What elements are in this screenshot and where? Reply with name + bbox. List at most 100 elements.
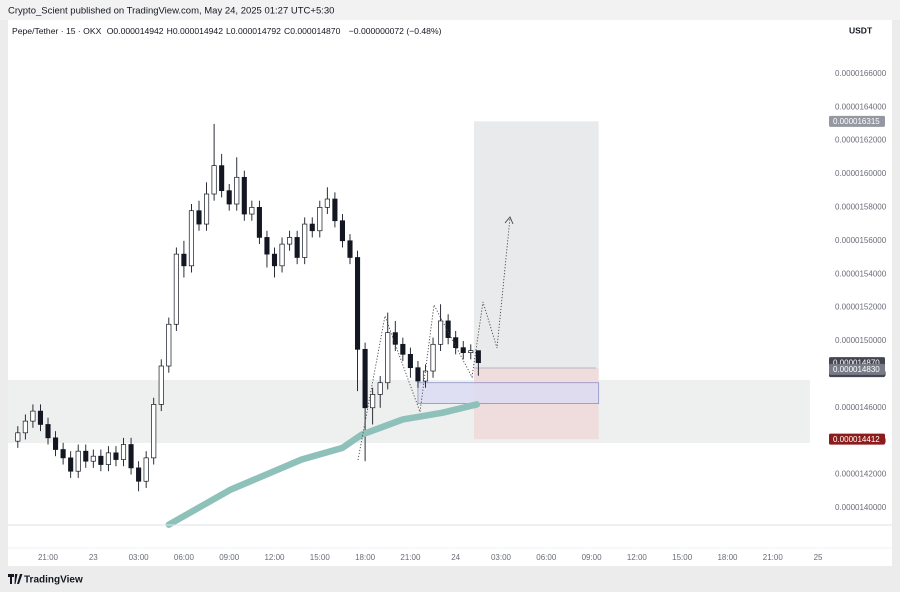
x-tick-label: 12:00 bbox=[627, 553, 648, 562]
price-label: 0.000014830 bbox=[833, 365, 880, 374]
candle-body bbox=[385, 332, 391, 384]
candle-body bbox=[400, 343, 406, 355]
ohlc-key: C bbox=[283, 26, 291, 36]
x-tick-label: 03:00 bbox=[129, 553, 150, 562]
candle-body bbox=[475, 350, 481, 364]
candle-body bbox=[128, 444, 134, 469]
candle-body bbox=[317, 207, 323, 232]
candle-body bbox=[90, 455, 96, 462]
candle-body bbox=[75, 450, 81, 472]
header-text: Crypto_Scient published on TradingView.c… bbox=[8, 6, 334, 17]
candle-body bbox=[98, 455, 104, 465]
candle-body bbox=[143, 457, 149, 482]
x-tick-label: 06:00 bbox=[174, 553, 195, 562]
x-tick-label: 21:00 bbox=[400, 553, 421, 562]
candle-body bbox=[438, 320, 444, 345]
brand: TradingView bbox=[8, 574, 83, 586]
ohlc-key: O bbox=[106, 26, 114, 36]
candle-body bbox=[105, 452, 111, 465]
candle-body bbox=[166, 323, 172, 367]
candle-body bbox=[415, 367, 421, 382]
candle-body bbox=[53, 437, 59, 450]
y-tick-label: 0.0000142000 bbox=[835, 470, 887, 479]
y-tick-label: 0.0000154000 bbox=[835, 269, 887, 278]
candle-body bbox=[279, 243, 285, 267]
y-tick-label: 0.0000164000 bbox=[835, 102, 887, 111]
y-tick-label: 0.0000156000 bbox=[835, 236, 887, 245]
brand-text: TradingView bbox=[24, 575, 83, 586]
x-tick-label: 15:00 bbox=[672, 553, 693, 562]
candles bbox=[15, 123, 481, 492]
moving-average bbox=[165, 401, 481, 528]
legend: Pepe/Tether · 15 · OKX O0.000014942 H0.00… bbox=[12, 26, 444, 36]
projection-arrow bbox=[504, 216, 514, 225]
zone bbox=[417, 382, 600, 404]
candle-body bbox=[271, 253, 278, 267]
y-tick-label: 0.0000146000 bbox=[835, 403, 887, 412]
candle-body bbox=[83, 450, 89, 462]
candle-body bbox=[22, 420, 28, 434]
candle-body bbox=[204, 193, 210, 225]
x-tick-label: 21:00 bbox=[38, 553, 59, 562]
price-label-box bbox=[829, 115, 885, 127]
x-tick-label: 06:00 bbox=[536, 553, 557, 562]
brand-logo bbox=[8, 574, 23, 584]
x-tick-label: 09:00 bbox=[219, 553, 240, 562]
ohlc: O0.000014942 H0.000014942 L0.000014792 C0.0… bbox=[107, 26, 344, 36]
candle-body bbox=[309, 223, 315, 232]
candle-body bbox=[120, 444, 127, 460]
candle-body bbox=[15, 432, 21, 442]
candle-body bbox=[453, 337, 459, 348]
x-tick-label: 23 bbox=[89, 553, 98, 562]
y-tick-label: 0.0000152000 bbox=[835, 303, 887, 312]
x-tick-label: 18:00 bbox=[355, 553, 376, 562]
candle-body bbox=[113, 452, 119, 460]
overlay bbox=[165, 401, 481, 528]
x-tick-label: 24 bbox=[451, 553, 460, 562]
ohlc-value: 0.000014870 bbox=[290, 26, 341, 36]
zone bbox=[473, 121, 599, 368]
y-tick-label: 0.0000140000 bbox=[835, 503, 887, 512]
zones bbox=[8, 121, 810, 444]
zone bbox=[8, 380, 810, 444]
candle-body bbox=[407, 353, 413, 369]
candle-body bbox=[211, 165, 217, 195]
price-label: 0.000016315 bbox=[833, 117, 880, 126]
candle-body bbox=[468, 350, 474, 354]
candle-body bbox=[37, 410, 44, 425]
candle-body bbox=[196, 210, 202, 225]
price-label: 0.000014870 bbox=[833, 358, 880, 367]
candle-body bbox=[445, 320, 451, 338]
x-tick-label: 03:00 bbox=[491, 553, 512, 562]
y-tick-label: 0.0000162000 bbox=[835, 136, 887, 145]
candle-body bbox=[377, 382, 383, 395]
candle-body bbox=[362, 348, 368, 409]
candle-body bbox=[422, 370, 429, 382]
candle-body bbox=[158, 365, 164, 405]
candle-body bbox=[151, 404, 157, 459]
price-label-box bbox=[829, 433, 885, 445]
candle-body bbox=[226, 190, 232, 205]
candle-body bbox=[219, 165, 225, 192]
price-label-box bbox=[829, 363, 885, 375]
y-tick-label: 0.0000158000 bbox=[835, 202, 887, 211]
candle-body bbox=[173, 253, 179, 325]
x-tick-label: 09:00 bbox=[582, 553, 603, 562]
candle-body bbox=[249, 207, 255, 215]
candle-body bbox=[370, 394, 376, 409]
candle-body bbox=[324, 198, 330, 208]
x-tick-label: 21:00 bbox=[763, 553, 784, 562]
candle-body bbox=[30, 410, 36, 422]
candle-body bbox=[332, 198, 338, 222]
candle-body bbox=[234, 176, 240, 205]
candle-body bbox=[460, 347, 466, 354]
ohlc-value: 0.000014942 bbox=[172, 26, 223, 36]
candle-body bbox=[188, 210, 195, 267]
y-tick-label: 0.0000166000 bbox=[835, 69, 887, 78]
x-tick-label: 15:00 bbox=[310, 553, 331, 562]
y-tick-label: 0.0000150000 bbox=[835, 336, 887, 345]
candle-body bbox=[347, 240, 353, 258]
candle-body bbox=[264, 237, 270, 255]
candle-body bbox=[339, 220, 345, 242]
